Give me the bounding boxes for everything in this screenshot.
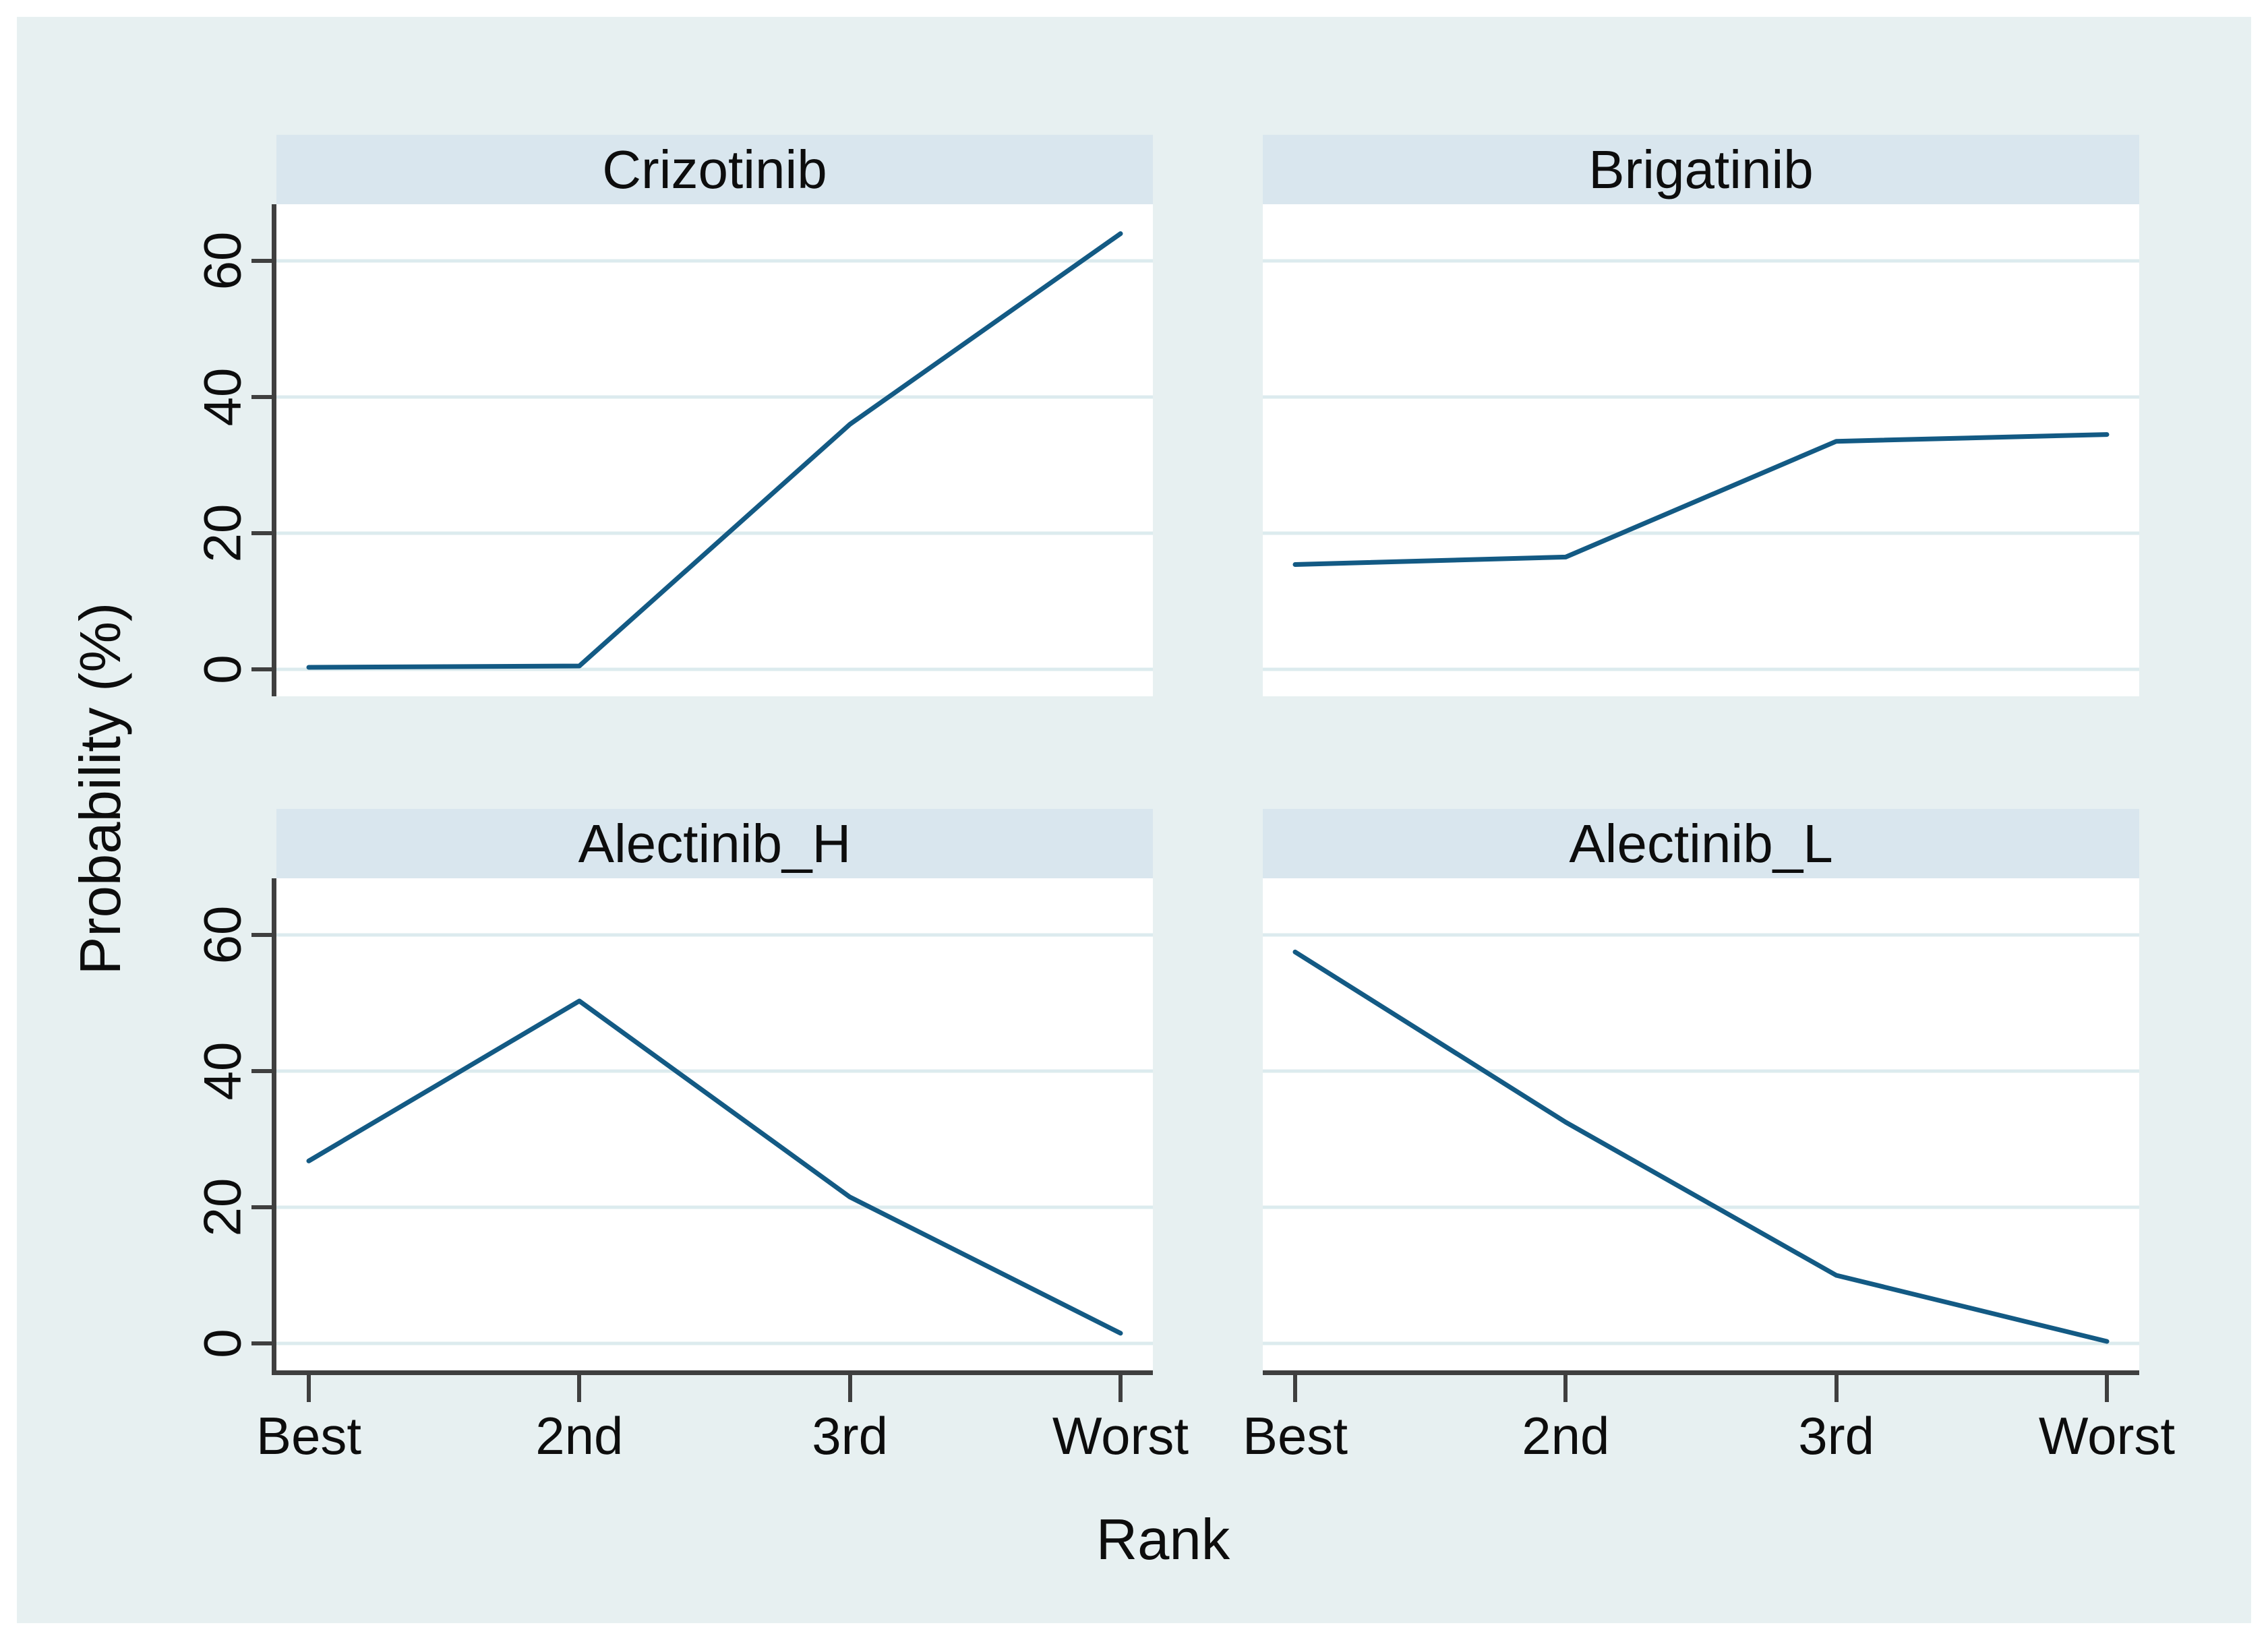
panel-title-crizotinib: Crizotinib	[276, 135, 1153, 204]
y-tick	[251, 1069, 272, 1073]
x-tick	[307, 1375, 311, 1402]
x-tick	[1118, 1375, 1123, 1402]
panel-title-alectinib-h: Alectinib_H	[276, 809, 1153, 878]
y-tick-label: 40	[192, 367, 252, 427]
plot-area-alectinib-l	[1263, 878, 2139, 1370]
x-tick-label: 3rd	[1798, 1406, 1875, 1465]
panel-alectinib-h: Alectinib_H	[276, 809, 1153, 1370]
y-tick	[251, 933, 272, 937]
x-tick-label: Best	[256, 1406, 362, 1465]
x-axis-line-left	[272, 1370, 1153, 1375]
x-tick-label: 2nd	[1522, 1406, 1610, 1465]
x-axis-line-right	[1263, 1370, 2139, 1375]
data-line-alectinib_h	[306, 998, 1123, 1336]
y-tick	[251, 1341, 272, 1345]
x-tick	[2104, 1375, 2109, 1402]
panel-crizotinib: Crizotinib	[276, 135, 1153, 696]
panel-alectinib-l: Alectinib_L	[1263, 809, 2139, 1370]
panel-brigatinib: Brigatinib	[1263, 135, 2139, 696]
y-tick-label: 20	[192, 1178, 252, 1237]
panel-title-alectinib-l: Alectinib_L	[1263, 809, 2139, 878]
x-tick	[847, 1375, 852, 1402]
x-tick	[577, 1375, 582, 1402]
x-axis-title: Rank	[1096, 1508, 1230, 1572]
plot-area-brigatinib	[1263, 204, 2139, 696]
x-tick	[1293, 1375, 1297, 1402]
plot-area-alectinib-h	[276, 878, 1153, 1370]
y-tick	[251, 1205, 272, 1209]
plot-area-crizotinib	[276, 204, 1153, 696]
y-tick	[251, 667, 272, 671]
x-tick-label: Worst	[1052, 1406, 1189, 1465]
x-tick-label: Worst	[2038, 1406, 2176, 1465]
data-line-brigatinib	[1292, 432, 2110, 567]
y-tick	[251, 531, 272, 535]
y-tick	[251, 259, 272, 263]
y-tick-label: 40	[192, 1041, 252, 1101]
y-tick-label: 60	[192, 905, 252, 965]
x-tick-label: 3rd	[812, 1406, 889, 1465]
y-axis-line-top	[272, 204, 276, 696]
x-tick	[1563, 1375, 1568, 1402]
y-tick-label: 20	[192, 504, 252, 563]
y-tick-label: 60	[192, 231, 252, 291]
x-tick-label: 2nd	[535, 1406, 624, 1465]
y-axis-line-bottom	[272, 878, 276, 1370]
panel-title-brigatinib: Brigatinib	[1263, 135, 2139, 204]
data-line-alectinib_l	[1292, 949, 2110, 1344]
y-tick-label: 0	[192, 1329, 252, 1358]
x-tick-label: Best	[1242, 1406, 1348, 1465]
x-tick	[1834, 1375, 1839, 1402]
y-axis-title: Probability (%)	[69, 602, 133, 975]
y-tick	[251, 395, 272, 399]
data-line-crizotinib	[306, 231, 1123, 670]
y-tick-label: 0	[192, 655, 252, 684]
